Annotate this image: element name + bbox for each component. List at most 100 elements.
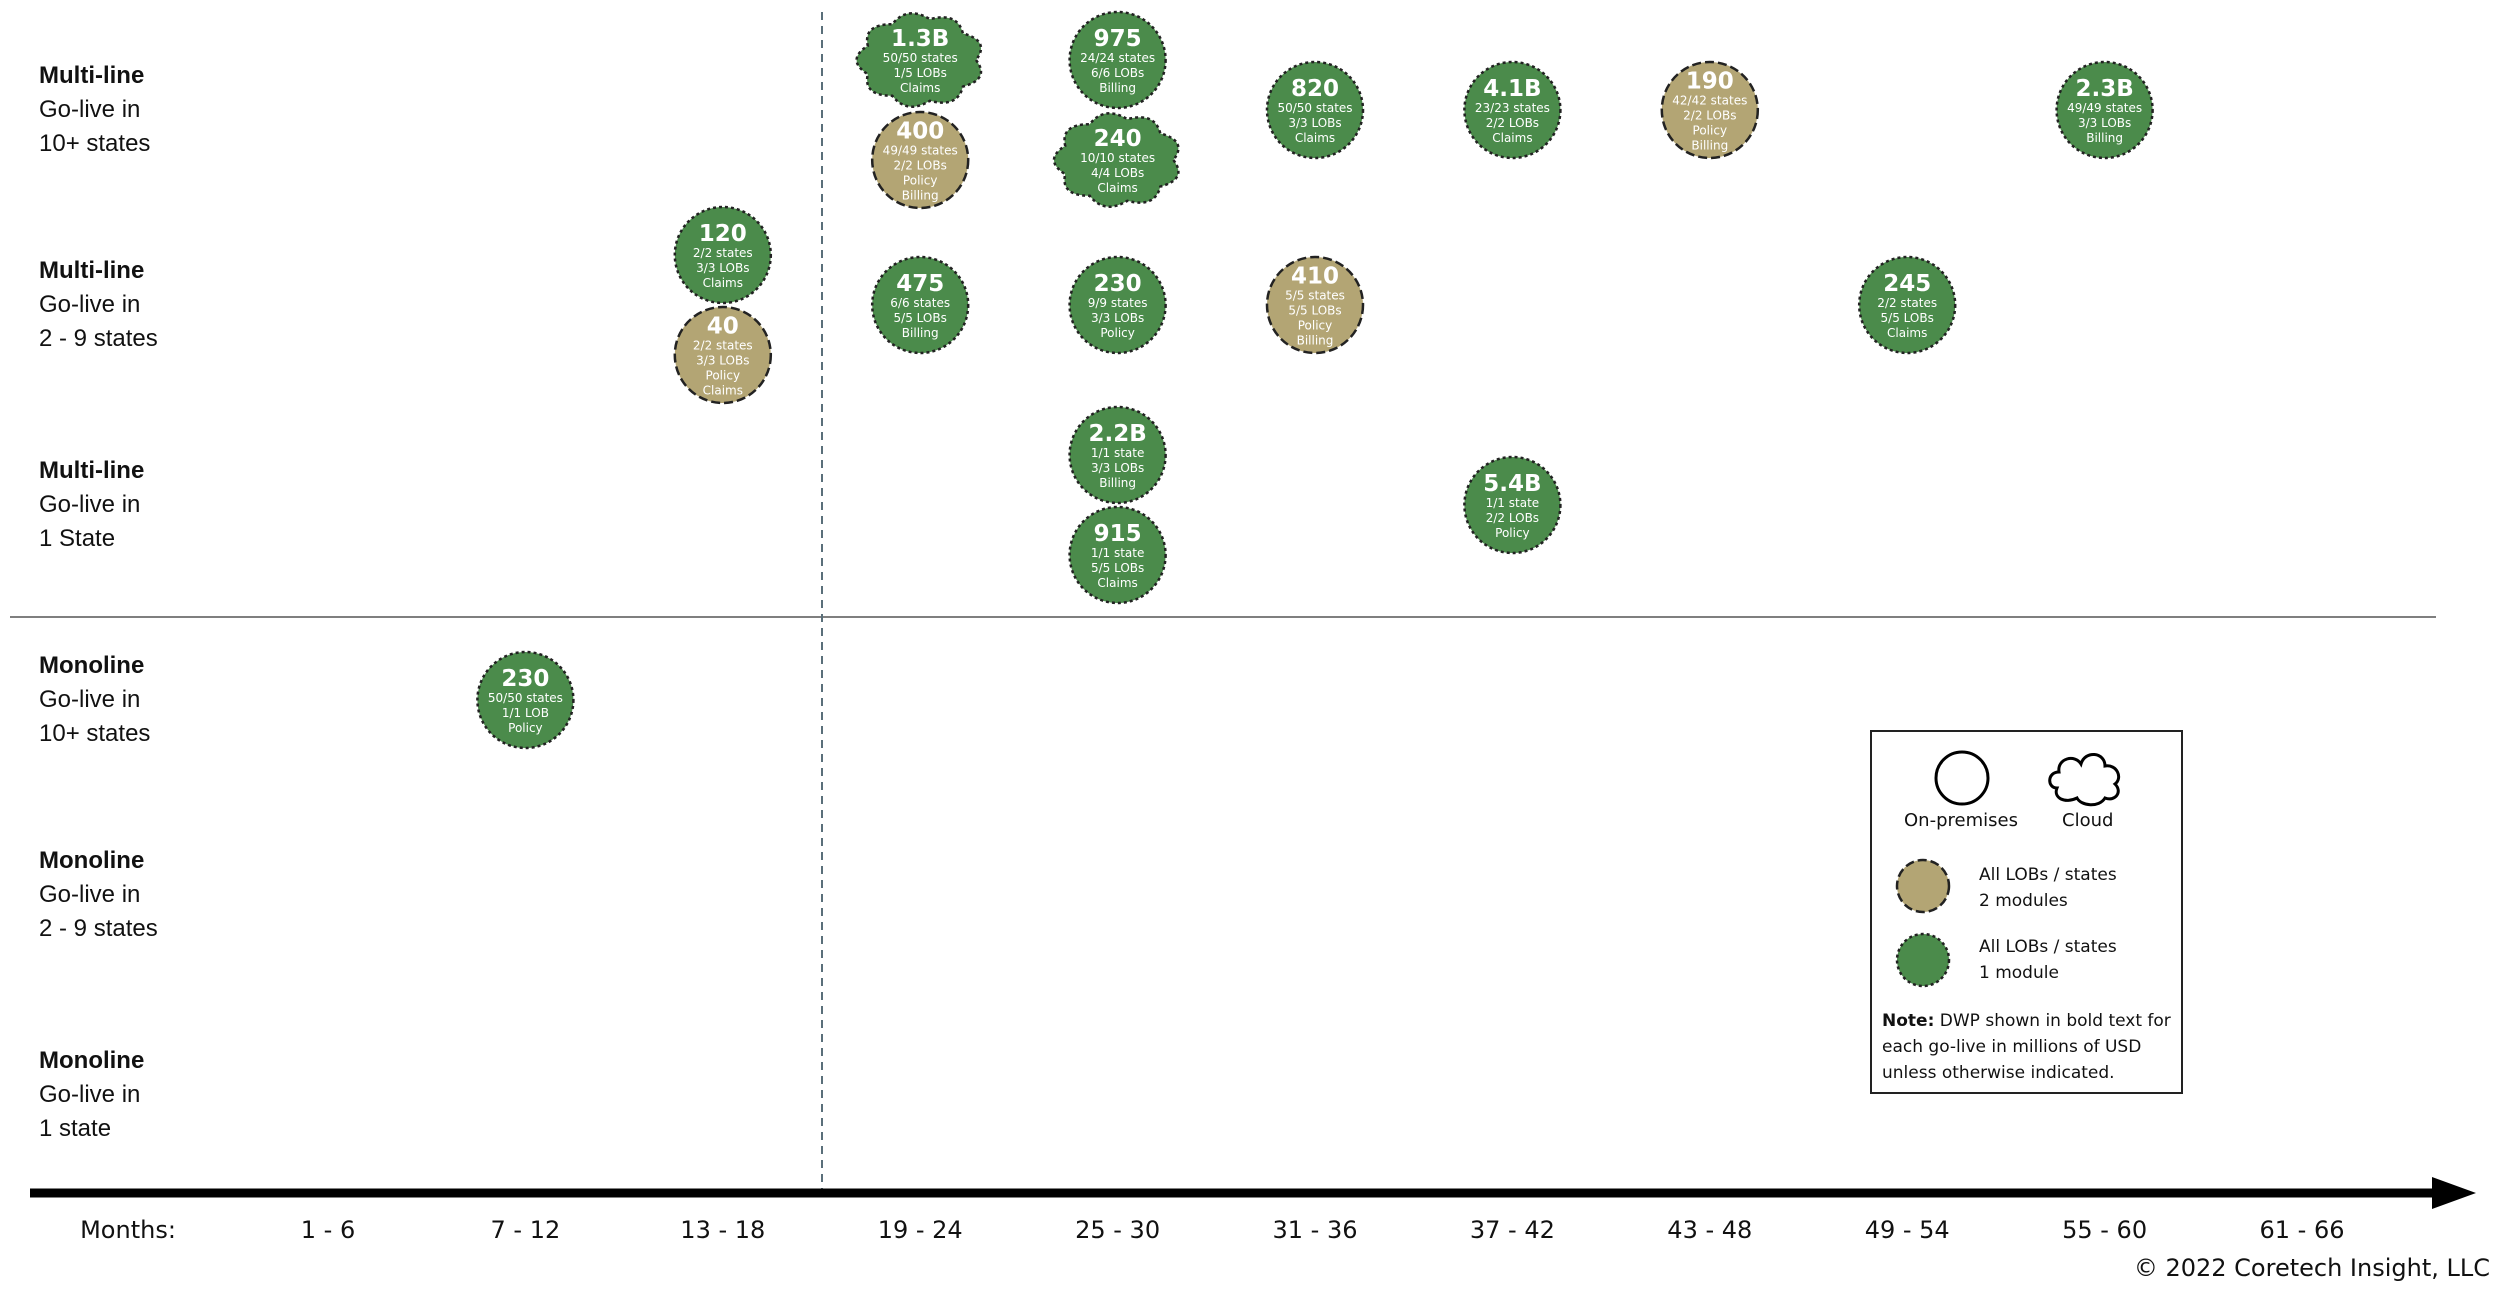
bubble-dwp-value: 245 [1883,271,1931,297]
bubble-detail-line: 2/2 LOBs [894,159,947,173]
bubble-detail-line: 6/6 states [890,296,950,310]
circle-bubble-shape [476,650,575,750]
bubble-dwp-value: 40 [707,314,739,340]
bubble-detail-line: Policy [1495,526,1530,540]
bubble-detail-line: Claims [1492,131,1532,145]
circle-bubble-shape [673,205,773,305]
circle-bubble-shape [1463,455,1562,555]
row-label-line2: 1 State [39,525,116,552]
circle-bubble-shape [673,305,773,405]
bubble-detail-line: 5/5 LOBs [1288,304,1341,318]
circle-bubble-shape [1463,60,1562,160]
circle-bubble-shape [1857,255,1957,355]
row-label: Multi-line Go-live in 10+ states [39,59,150,161]
bubble-dwp-value: 190 [1686,69,1734,95]
row-label-line2: 10+ states [39,130,151,157]
bubble-detail-line: Claims [1295,131,1335,145]
bubble-detail-line: 1/1 state [1091,446,1145,460]
bubble-detail-line: 1/1 state [1091,546,1145,560]
bubble-detail-line: 3/3 LOBs [2078,116,2131,130]
bubble-detail-line: Policy [706,369,741,383]
bubble-detail-line: Claims [900,81,940,95]
row-label-line1: Go-live in [39,491,141,518]
bubble-detail-line: 2/2 states [1877,296,1937,310]
on-premises-icon [1934,750,1990,806]
two-modules-icon [1895,858,1951,914]
bubble-detail-line: 24/24 states [1080,51,1155,65]
legend-note: Note: DWP shown in bold text for each go… [1882,1011,2171,1083]
two-modules-label: All LOBs / states 2 modules [1979,865,2117,911]
bubble-dwp-value: 410 [1291,264,1339,290]
bubble-detail-line: 5/5 LOBs [1881,311,1934,325]
bubble-detail-line: Policy [1298,319,1333,333]
row-label-line2: 2 - 9 states [39,915,158,942]
bubble-detail-line: 1/1 LOB [502,706,549,720]
circle-bubble-shape [1068,505,1167,605]
row-label-line1: Go-live in [39,881,141,908]
row-label-line2: 10+ states [39,720,151,747]
circle-bubble-shape [1265,60,1365,160]
bubble-detail-line: 50/50 states [488,691,563,705]
circle-bubble-shape [1068,255,1167,355]
row-label-title: Monoline [39,847,145,874]
bubble-dwp-value: 5.4B [1483,471,1541,497]
cloud-bubble-shape [855,12,983,108]
bubble-dwp-value: 2.3B [2075,76,2133,102]
row-label-title: Multi-line [39,257,145,284]
cloud-icon [2048,753,2121,807]
month-tick-label: 25 - 30 [1075,1216,1160,1244]
bubble-dwp-value: 230 [1094,271,1142,297]
bubble-dwp-value: 915 [1094,521,1142,547]
month-tick-label: 1 - 6 [301,1216,355,1244]
bubble-detail-line: 5/5 LOBs [1091,561,1144,575]
legend-shapes [1895,750,2121,988]
bubble-detail-line: Policy [1100,326,1135,340]
month-tick-label: 13 - 18 [680,1216,765,1244]
circle-bubble-shape [870,110,970,210]
one-module-label: All LOBs / states 1 module [1979,937,2117,983]
bubble-detail-line: 49/49 states [2067,101,2142,115]
bubble-detail-line: Claims [1097,576,1137,590]
row-label-title: Monoline [39,1047,145,1074]
bubble-dwp-value: 230 [501,666,549,692]
month-tick-label: 49 - 54 [1865,1216,1950,1244]
bubble-detail-line: 1/1 state [1486,496,1540,510]
bubble-detail-line: Policy [903,174,938,188]
bubble-detail-line: 3/3 LOBs [696,354,749,368]
circle-bubble-shape [1265,255,1365,355]
circle-bubble-shape [1068,10,1167,110]
bubble-dwp-value: 1.3B [891,26,949,52]
bubble-detail-line: Billing [902,326,939,340]
month-tick-label: 37 - 42 [1470,1216,1555,1244]
cloud-bubble-shape [1052,112,1180,208]
row-label: Monoline Go-live in 1 state [39,1044,144,1146]
bubble-detail-line: Billing [1099,81,1136,95]
bubble-detail-line: Claims [1887,326,1927,340]
month-tick-label: 31 - 36 [1273,1216,1358,1244]
bubble-detail-line: Billing [1297,334,1334,348]
bubble-detail-line: Claims [703,276,743,290]
row-label: Multi-line Go-live in 1 State [39,454,144,556]
bubble-dwp-value: 475 [896,271,944,297]
circle-bubble-shape [870,255,970,355]
row-label-line2: 1 state [39,1115,112,1142]
month-tick-label: 55 - 60 [2062,1216,2147,1244]
bubble-detail-line: 5/5 states [1285,289,1345,303]
bubble-detail-line: Policy [508,721,543,735]
row-label: Multi-line Go-live in 2 - 9 states [39,254,158,356]
time-axis-arrowhead [2432,1177,2476,1209]
bubble-detail-line: 1/5 LOBs [894,66,947,80]
bubble-dwp-value: 2.2B [1088,421,1146,447]
